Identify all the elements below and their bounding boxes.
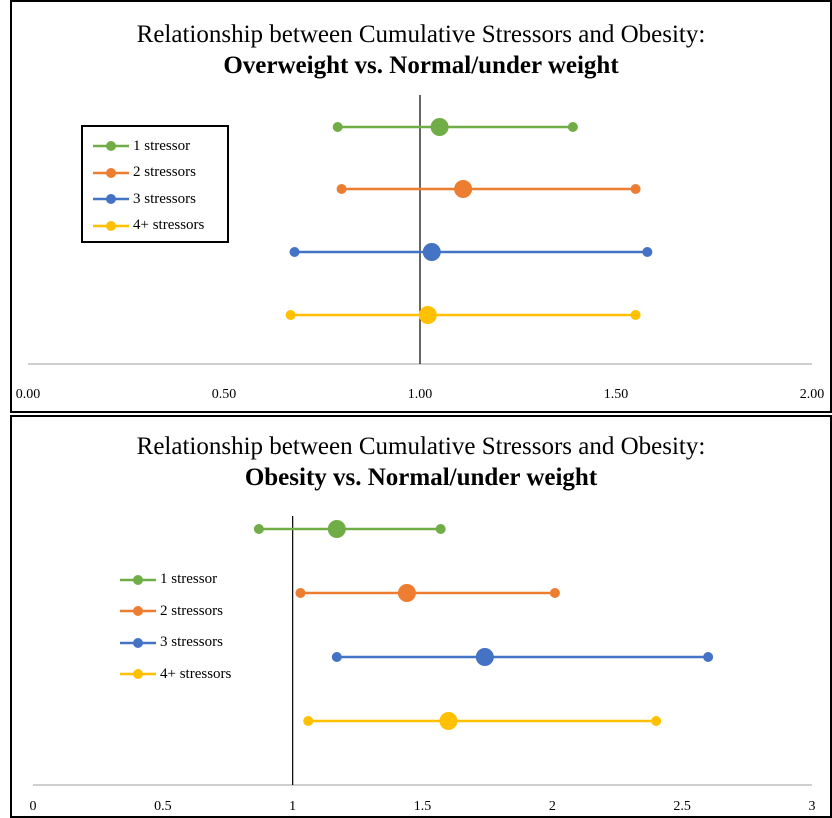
upper-bound-point — [630, 310, 641, 320]
legend-label: 1 stressor — [133, 137, 191, 154]
chart-subtitle: Obesity vs. Normal/under weight — [244, 464, 598, 491]
chart-legend: 1 stressor 2 stressors 3 stressors 4+ st… — [110, 564, 270, 688]
estimate-point — [418, 306, 437, 324]
legend-swatch — [120, 573, 160, 587]
legend-marker-dot — [133, 606, 143, 617]
lower-bound-point — [336, 184, 347, 194]
series-4 — [303, 712, 662, 730]
upper-bound-point — [703, 652, 714, 662]
x-tick-label: 0 — [30, 799, 37, 814]
x-tick-label: 1 — [289, 799, 296, 814]
series-3 — [331, 648, 714, 666]
chart-subtitle: Overweight vs. Normal/under weight — [223, 52, 619, 79]
x-tick-label: 1.5 — [414, 799, 432, 814]
legend-label: 2 stressors — [160, 602, 223, 619]
x-tick-label: 3 — [809, 799, 816, 814]
legend-item-2-stressors: 2 stressors — [110, 596, 270, 628]
legend-marker-dot — [106, 220, 116, 231]
legend-marker-dot — [133, 669, 143, 680]
legend-item-1-stressor: 1 stressor — [83, 133, 227, 160]
x-tick-label: 0.00 — [16, 387, 41, 402]
x-tick-label: 2 — [549, 799, 556, 814]
legend-marker-dot — [106, 167, 116, 178]
series-1 — [332, 118, 578, 136]
series-2 — [295, 584, 560, 602]
legend-label: 2 stressors — [133, 164, 196, 181]
legend-swatch — [120, 604, 160, 618]
lower-bound-point — [332, 122, 343, 132]
estimate-point — [454, 180, 473, 198]
estimate-point — [475, 648, 494, 666]
chart-title: Relationship between Cumulative Stressor… — [136, 433, 706, 460]
legend-marker-dot — [133, 574, 143, 585]
legend-marker — [120, 574, 156, 585]
lower-bound-point — [331, 652, 342, 662]
legend-item-2-stressors: 2 stressors — [83, 160, 227, 187]
forest-plot-overweight: 0.00 0.50 1.00 1.50 2.00 — [16, 95, 825, 402]
chart-title: Relationship between Cumulative Stressor… — [136, 21, 706, 48]
x-tick-label: 2.5 — [673, 799, 691, 814]
legend-item-3-stressors: 3 stressors — [83, 186, 227, 213]
x-tick-label: 2.00 — [800, 387, 825, 402]
upper-bound-point — [435, 524, 446, 534]
series-4 — [285, 306, 641, 324]
legend-marker-dot — [106, 141, 116, 152]
lower-bound-point — [303, 716, 314, 726]
legend-swatch — [93, 192, 133, 206]
legend-label: 4+ stressors — [133, 217, 205, 234]
legend-marker — [120, 606, 156, 617]
x-tick-label: 1.00 — [408, 387, 433, 402]
forest-plot-obesity: 0 0.5 1 1.5 2 2.5 3 — [30, 516, 816, 814]
legend-marker — [93, 167, 129, 178]
upper-bound-point — [549, 588, 560, 598]
legend-marker-dot — [106, 194, 116, 205]
series-1 — [253, 520, 446, 538]
legend-marker — [93, 194, 129, 205]
upper-bound-point — [567, 122, 578, 132]
legend-swatch — [120, 667, 160, 681]
legend-label: 3 stressors — [133, 190, 196, 207]
legend-swatch — [93, 139, 133, 153]
legend-item-3-stressors: 3 stressors — [110, 627, 270, 659]
estimate-point — [430, 118, 449, 136]
estimate-point — [422, 243, 441, 261]
legend-item-1-stressor: 1 stressor — [110, 564, 270, 596]
upper-bound-point — [642, 247, 653, 257]
legend-item-4-plus-stressors: 4+ stressors — [83, 213, 227, 240]
estimate-point — [397, 584, 416, 602]
legend-label: 4+ stressors — [160, 665, 232, 682]
legend-marker — [120, 637, 156, 648]
estimate-point — [439, 712, 458, 730]
legend-marker — [93, 141, 129, 152]
upper-bound-point — [630, 184, 641, 194]
legend-marker-dot — [133, 637, 143, 648]
chart-panel-obesity: Relationship between Cumulative Stressor… — [10, 415, 832, 818]
estimate-point — [327, 520, 346, 538]
lower-bound-point — [295, 588, 306, 598]
lower-bound-point — [253, 524, 264, 534]
x-tick-label: 0.50 — [212, 387, 237, 402]
legend-label: 1 stressor — [160, 571, 218, 588]
legend-marker — [120, 669, 156, 680]
upper-bound-point — [651, 716, 662, 726]
chart-legend: 1 stressor 2 stressors 3 stressors 4+ st… — [81, 125, 229, 243]
lower-bound-point — [285, 310, 296, 320]
series-3 — [289, 243, 653, 261]
legend-label: 3 stressors — [160, 634, 223, 651]
series-2 — [336, 180, 641, 198]
legend-item-4-plus-stressors: 4+ stressors — [110, 659, 270, 691]
legend-marker — [93, 220, 129, 231]
legend-swatch — [93, 166, 133, 180]
chart-panel-overweight: Relationship between Cumulative Stressor… — [10, 0, 832, 413]
x-tick-label: 1.50 — [604, 387, 629, 402]
legend-swatch — [93, 219, 133, 233]
lower-bound-point — [289, 247, 300, 257]
legend-swatch — [120, 636, 160, 650]
x-tick-label: 0.5 — [154, 799, 172, 814]
